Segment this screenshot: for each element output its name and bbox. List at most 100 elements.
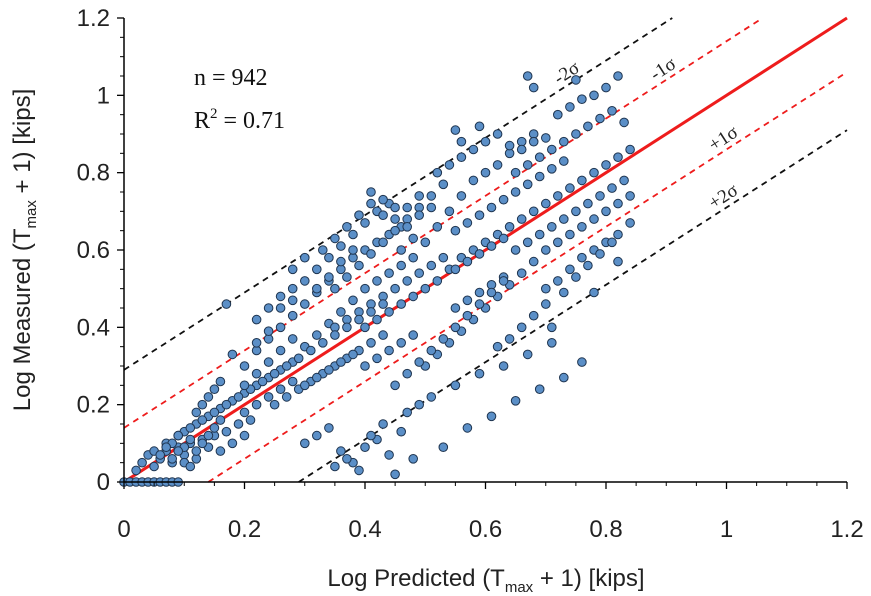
data-point [366, 198, 376, 209]
data-point [287, 376, 298, 387]
data-point [408, 454, 419, 464]
data-point [275, 322, 286, 333]
data-point [390, 214, 400, 224]
data-point [221, 426, 232, 437]
data-point [275, 303, 286, 313]
data-point [534, 384, 545, 395]
data-point [486, 241, 497, 251]
data-point [559, 156, 569, 166]
data-point [257, 376, 268, 387]
data-point [366, 307, 376, 317]
data-point [553, 191, 563, 201]
data-point [541, 198, 551, 209]
data-point [414, 357, 425, 367]
data-point [516, 214, 527, 224]
data-point [450, 225, 461, 236]
data-point [324, 272, 334, 282]
data-point [324, 423, 334, 433]
data-point [300, 438, 310, 449]
data-point [547, 144, 557, 155]
data-point [595, 113, 605, 124]
data-point [360, 322, 370, 333]
data-point [312, 430, 322, 441]
data-point [348, 245, 358, 255]
data-point [197, 399, 208, 410]
data-point [420, 237, 431, 248]
data-point [492, 160, 503, 170]
data-point [486, 287, 497, 298]
data-point [510, 245, 521, 255]
data-point [408, 330, 419, 340]
data-point [438, 334, 449, 344]
data-point [269, 368, 280, 379]
data-point [559, 136, 569, 147]
data-point [203, 430, 214, 441]
data-point [155, 450, 165, 460]
data-point [384, 268, 394, 279]
data-point [595, 191, 605, 201]
data-point [306, 345, 316, 356]
data-point [402, 407, 413, 418]
data-point [185, 434, 196, 445]
data-point [197, 415, 208, 425]
data-point [239, 380, 250, 391]
data-point [287, 283, 298, 294]
data-point [571, 75, 581, 85]
data-point [426, 191, 437, 201]
data-point [595, 249, 605, 259]
data-point [281, 361, 292, 371]
data-point [559, 214, 569, 224]
data-point [438, 179, 449, 190]
data-point [414, 268, 425, 279]
data-point [360, 442, 370, 453]
data-point [474, 121, 485, 132]
data-point [372, 353, 382, 364]
data-point [215, 415, 226, 425]
data-point [215, 446, 226, 456]
data-point [547, 222, 557, 232]
data-point [474, 210, 485, 220]
data-point [215, 376, 226, 387]
data-point [245, 415, 256, 425]
data-point [239, 361, 250, 371]
data-point [426, 202, 437, 213]
y-tick-label: 0 [97, 469, 110, 496]
data-point [263, 326, 274, 337]
data-point [185, 423, 196, 433]
data-point [275, 384, 286, 395]
data-point [336, 256, 346, 267]
x-tick-labels: 0 0.2 0.4 0.6 0.8 1 1.2 [117, 516, 863, 543]
data-point [372, 276, 382, 286]
data-point [613, 229, 623, 240]
reference-lines [123, 16, 848, 484]
data-point [480, 136, 491, 147]
data-point [601, 160, 611, 170]
data-point [462, 310, 473, 321]
data-point [354, 210, 364, 220]
data-point [354, 465, 364, 476]
data-point [589, 287, 599, 298]
data-point [444, 160, 455, 170]
data-point [281, 392, 292, 402]
data-point [480, 167, 491, 178]
data-point [396, 260, 407, 271]
data-point [426, 392, 437, 402]
data-point [528, 82, 539, 93]
reference-line-4 [298, 129, 848, 483]
data-point [402, 222, 413, 232]
data-point [504, 140, 515, 151]
data-point [474, 299, 485, 309]
data-point [269, 399, 280, 410]
data-point [275, 345, 286, 356]
data-point [559, 287, 569, 298]
data-point [396, 299, 407, 309]
data-point [384, 345, 394, 356]
data-point [239, 430, 250, 441]
data-point [378, 194, 388, 205]
reference-line-1 [123, 17, 764, 429]
data-point [402, 202, 413, 213]
y-tick-labels: 0 0.2 0.4 0.6 0.8 1 1.2 [77, 5, 110, 496]
data-point [414, 210, 425, 220]
r-squared-annotation: R2 = 0.71 [194, 106, 285, 134]
